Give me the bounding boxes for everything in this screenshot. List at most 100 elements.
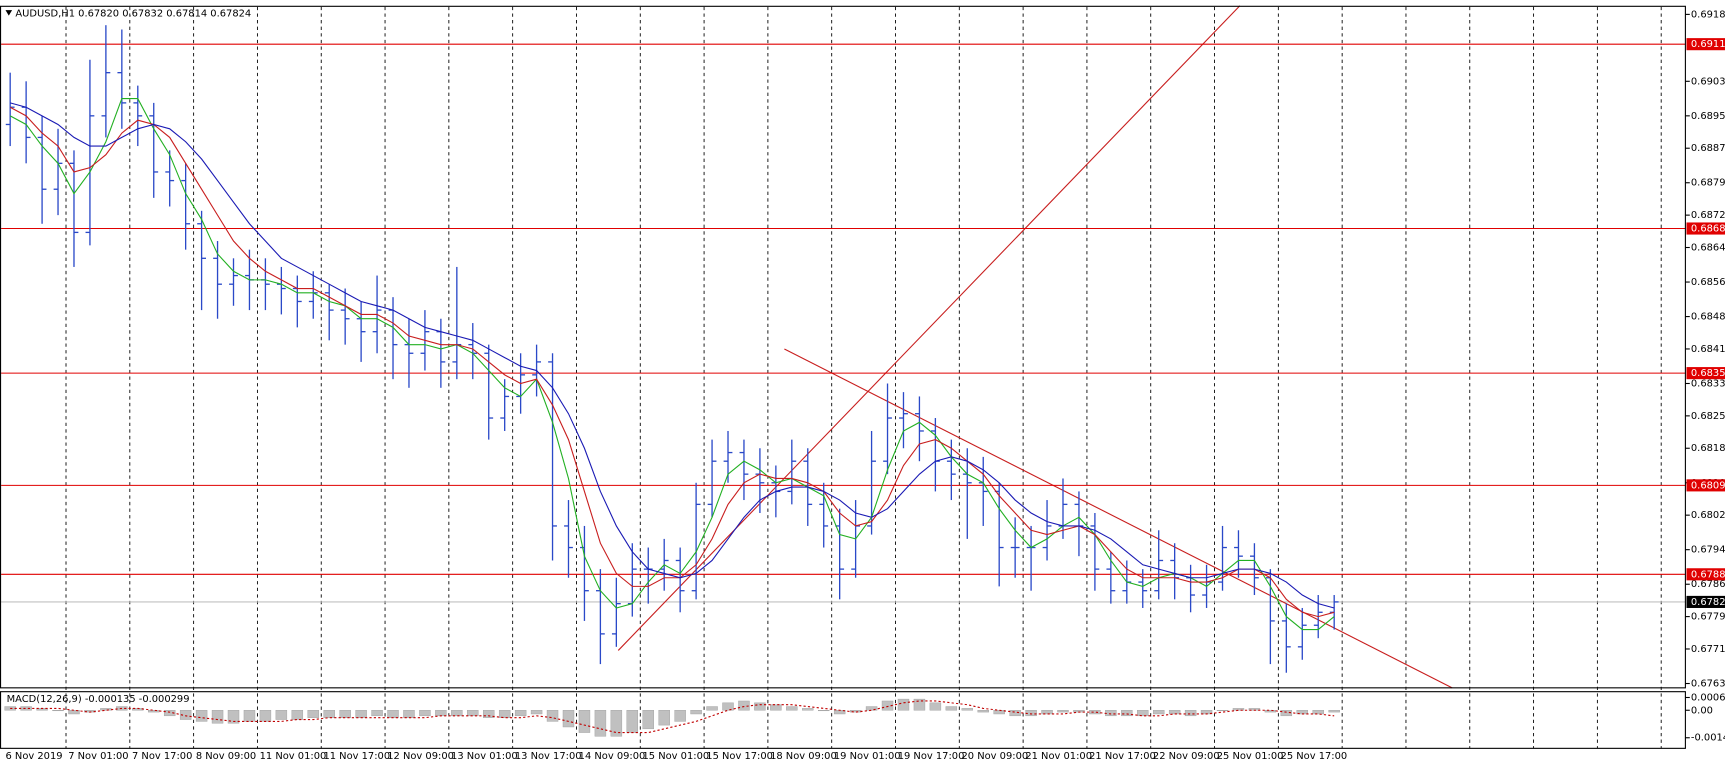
- y-tick-label: 0.68795: [1691, 178, 1725, 189]
- price-frame: [0, 5, 1686, 689]
- trend-line: [784, 348, 1453, 689]
- last-price-box: [1686, 595, 1725, 608]
- level-label: 0.69116: [1691, 39, 1725, 50]
- macd-bar: [498, 710, 511, 718]
- macd-bar: [674, 710, 686, 722]
- x-tick-label: 11 Nov 01:00: [260, 751, 327, 762]
- macd-bar: [514, 710, 527, 717]
- macd-bar: [594, 710, 607, 737]
- macd-bar: [786, 706, 798, 711]
- macd-bar: [1105, 710, 1117, 717]
- x-tick-label: 25 Nov 01:00: [1217, 751, 1284, 762]
- macd-bar: [68, 710, 80, 715]
- y-tick-label: 0.00: [1691, 705, 1713, 716]
- x-tick-label: 19 Nov 17:00: [898, 751, 965, 762]
- macd-bar: [722, 702, 734, 711]
- data-layer: [1, 5, 1686, 737]
- macd-bar: [52, 710, 64, 712]
- macd-bar: [929, 702, 942, 711]
- macd-bar: [546, 710, 559, 722]
- y-tick-label: 0.67715: [1691, 644, 1725, 655]
- macd-bar: [148, 710, 160, 713]
- y-tick-label: 0.000687: [1691, 692, 1725, 703]
- macd-bar: [371, 710, 383, 717]
- macd-bar: [1216, 710, 1229, 712]
- moving-average: [9, 98, 1335, 631]
- macd-bar: [754, 702, 766, 711]
- y-tick-label: 0.67865: [1691, 579, 1725, 590]
- macd-bar: [387, 710, 399, 718]
- level-label: 0.68094: [1691, 480, 1725, 491]
- macd-bar: [483, 710, 495, 718]
- level-label: 0.68354: [1691, 368, 1725, 379]
- macd-bar: [355, 710, 367, 718]
- macd-bar: [451, 710, 463, 717]
- macd-bar: [1184, 710, 1197, 717]
- signal-line: [10, 700, 1335, 734]
- macd-bar: [419, 710, 431, 717]
- macd-bar: [435, 710, 447, 717]
- macd-bar: [291, 710, 304, 720]
- level-label-box: [1686, 38, 1725, 51]
- macd-bar: [706, 706, 718, 711]
- macd-bar: [1232, 708, 1245, 711]
- y-tick-label: 0.67945: [1691, 545, 1725, 556]
- macd-bar: [1264, 710, 1277, 713]
- level-label: 0.68689: [1691, 224, 1725, 235]
- macd-bar: [1168, 710, 1181, 715]
- x-tick-label: 25 Nov 17:00: [1281, 751, 1348, 762]
- level-label-box: [1686, 568, 1725, 581]
- macd-bar: [690, 710, 702, 715]
- macd-bar: [802, 708, 814, 711]
- macd-bar: [1121, 710, 1133, 717]
- macd-bar: [865, 706, 878, 711]
- label-layer: AUDUSD,H1 0.67820 0.67832 0.67814 0.6782…: [0, 5, 1725, 762]
- x-tick-label: 21 Nov 17:00: [1089, 751, 1156, 762]
- macd-frame: [0, 691, 1686, 749]
- moving-average: [10, 102, 1335, 609]
- level-label: 0.67888: [1691, 569, 1725, 580]
- macd-bar: [227, 710, 240, 724]
- macd-bar: [945, 706, 958, 711]
- macd-bar: [243, 710, 256, 722]
- x-tick-label: 18 Nov 09:00: [770, 751, 837, 762]
- menu-arrow[interactable]: [5, 10, 13, 16]
- macd-bar: [275, 710, 288, 720]
- y-tick-label: 0.68485: [1691, 312, 1725, 323]
- macd-bar: [770, 704, 782, 711]
- macd-bar: [1025, 710, 1037, 717]
- trend-line: [617, 5, 1241, 651]
- x-tick-label: 21 Nov 01:00: [1025, 751, 1092, 762]
- y-tick-label: 0.68645: [1691, 243, 1725, 254]
- macd-bar: [259, 710, 272, 722]
- grid-layer: [1, 6, 1686, 749]
- macd-bar: [1089, 710, 1101, 715]
- x-tick-label: 14 Nov 09:00: [579, 751, 646, 762]
- macd-bar: [100, 708, 112, 711]
- macd-bar: [403, 710, 415, 718]
- level-label-box: [1686, 479, 1725, 492]
- moving-average: [9, 106, 1335, 618]
- macd-bar: [610, 710, 623, 737]
- macd-bar: [626, 710, 639, 733]
- macd-bar: [1137, 710, 1149, 717]
- macd-bar: [738, 700, 750, 711]
- x-tick-label: 22 Nov 09:00: [1153, 751, 1220, 762]
- macd-bar: [211, 710, 224, 724]
- level-label-box: [1686, 222, 1725, 235]
- x-tick-label: 7 Nov 01:00: [68, 751, 128, 762]
- macd-bar: [530, 710, 543, 715]
- macd-bar: [1280, 710, 1293, 717]
- macd-bar: [1328, 710, 1340, 713]
- macd-bar: [881, 700, 894, 711]
- macd-bar: [642, 710, 654, 730]
- y-tick-label: 0.68025: [1691, 510, 1725, 521]
- x-tick-label: 20 Nov 09:00: [962, 751, 1029, 762]
- y-tick-label: 0.68875: [1691, 143, 1725, 154]
